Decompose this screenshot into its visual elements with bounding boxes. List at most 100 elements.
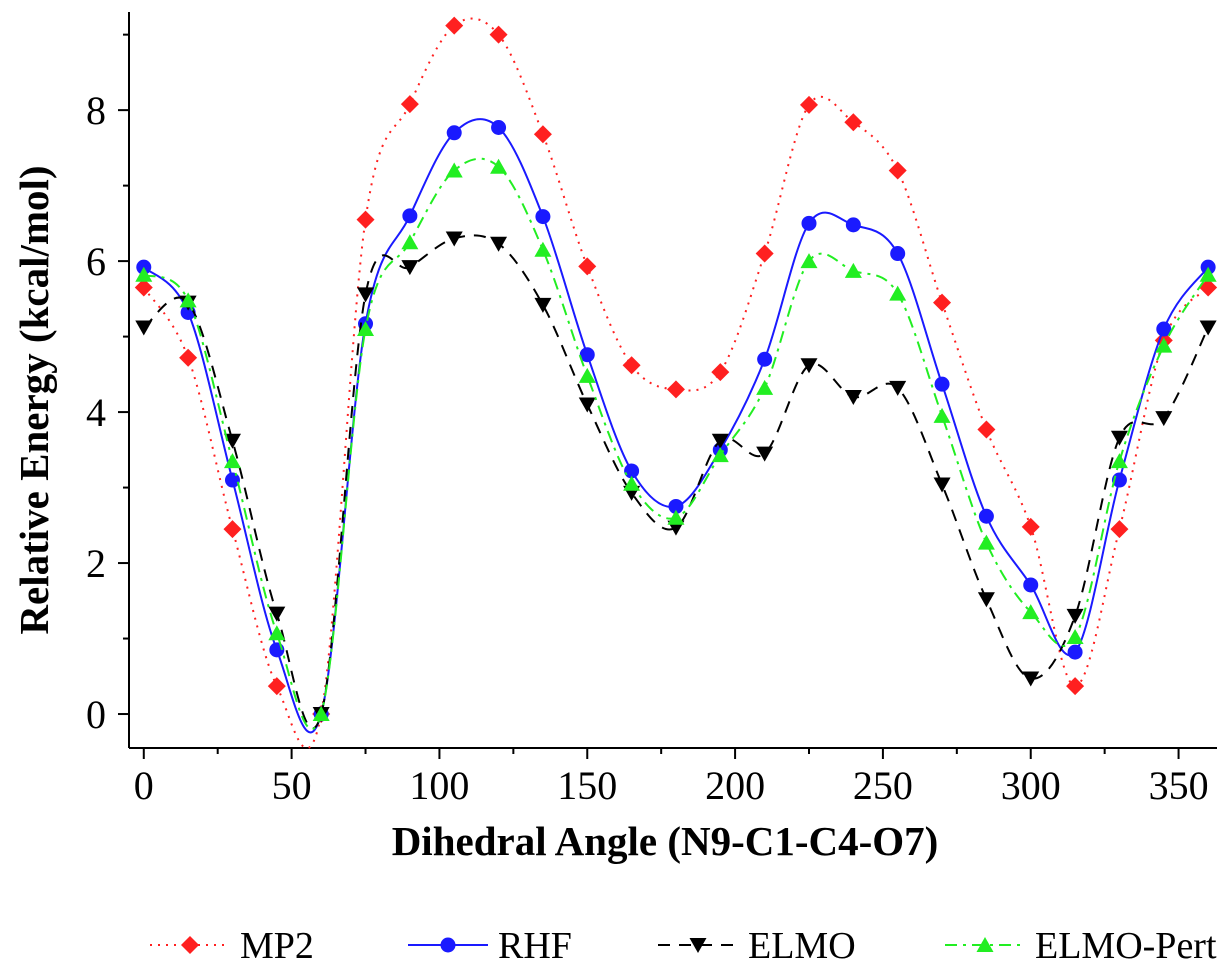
data-point-mp2 — [400, 95, 419, 114]
data-point-mp2 — [489, 25, 508, 44]
y-tick-label: 6 — [86, 239, 106, 284]
data-point-elmo — [1199, 320, 1217, 336]
data-point-mp2 — [622, 356, 641, 375]
data-point-rhf — [402, 208, 418, 224]
data-point-elmo — [711, 433, 729, 449]
series-line-rhf — [143, 118, 1209, 734]
data-point-elmo — [1110, 430, 1128, 446]
data-point-elmo-pert — [1066, 629, 1084, 645]
data-point-elmo — [490, 236, 508, 252]
legend-swatch-marker — [181, 936, 199, 954]
legend: MP2 RHF ELMO ELMO-Pert — [150, 925, 1217, 967]
data-point-elmo-pert — [933, 407, 951, 423]
data-point-elmo-pert — [135, 266, 153, 282]
y-tick-label: 8 — [86, 88, 106, 133]
legend-swatch-marker — [440, 937, 456, 953]
data-point-elmo — [445, 231, 463, 247]
series-rhf — [136, 118, 1216, 734]
data-point-mp2 — [933, 293, 952, 312]
data-point-elmo — [357, 287, 375, 303]
data-point-rhf — [1023, 577, 1039, 593]
data-point-elmo-pert — [800, 253, 818, 269]
tick-labels-layer: 0 50 100 150 200 250 300 350 0 2 4 6 8 — [86, 88, 1209, 808]
data-point-elmo-pert — [268, 625, 286, 641]
legend-item-elmo-pert: ELMO-Pert — [945, 925, 1217, 967]
x-tick-label: 100 — [409, 763, 469, 808]
series-mp2 — [134, 16, 1218, 749]
data-point-elmo-pert — [179, 292, 197, 308]
y-axis-title: Relative Energy (kcal/mol) — [11, 165, 57, 634]
data-point-mp2 — [533, 125, 552, 144]
data-point-rhf — [934, 376, 950, 392]
data-point-elmo-pert — [578, 367, 596, 383]
data-point-elmo-pert — [756, 379, 774, 395]
data-point-elmo-pert — [1155, 337, 1173, 353]
data-point-mp2 — [1066, 677, 1085, 696]
data-point-elmo-pert — [490, 158, 508, 174]
data-point-mp2 — [445, 16, 464, 35]
x-tick-label: 150 — [557, 763, 617, 808]
series-layer — [134, 16, 1218, 749]
data-point-mp2 — [223, 520, 242, 539]
data-point-elmo-pert — [312, 706, 330, 722]
data-point-mp2 — [179, 348, 198, 367]
data-point-elmo — [800, 358, 818, 374]
data-point-elmo — [534, 297, 552, 313]
data-point-rhf — [579, 347, 595, 363]
data-point-elmo — [578, 397, 596, 413]
data-point-elmo — [401, 260, 419, 276]
legend-label: ELMO — [748, 925, 856, 967]
legend-swatch-marker — [689, 938, 707, 953]
data-point-elmo-pert — [445, 162, 463, 178]
data-point-rhf — [890, 246, 906, 262]
data-point-rhf — [1067, 644, 1083, 660]
data-point-elmo-pert — [223, 453, 241, 469]
data-point-elmo — [135, 320, 153, 336]
legend-item-mp2: MP2 — [150, 925, 314, 967]
data-point-rhf — [757, 351, 773, 367]
data-point-rhf — [491, 119, 507, 135]
data-point-elmo — [844, 389, 862, 405]
data-point-elmo-pert — [623, 475, 641, 491]
data-point-mp2 — [1021, 517, 1040, 536]
data-point-mp2 — [356, 210, 375, 229]
x-tick-label: 50 — [272, 763, 312, 808]
data-point-elmo-pert — [1110, 453, 1128, 469]
data-point-elmo-pert — [534, 241, 552, 257]
data-point-rhf — [624, 463, 640, 479]
data-point-mp2 — [844, 113, 863, 132]
data-point-rhf — [668, 498, 684, 514]
series-elmo-pert — [135, 157, 1217, 731]
data-point-elmo — [1066, 608, 1084, 624]
data-point-mp2 — [888, 161, 907, 180]
data-point-rhf — [1156, 321, 1172, 337]
data-point-rhf — [801, 215, 817, 231]
data-point-rhf — [224, 472, 240, 488]
data-point-mp2 — [977, 420, 996, 439]
legend-label: MP2 — [240, 925, 314, 967]
data-point-mp2 — [1110, 520, 1129, 539]
data-point-elmo — [223, 433, 241, 449]
x-tick-label: 250 — [853, 763, 913, 808]
x-tick-label: 0 — [134, 763, 154, 808]
data-point-mp2 — [578, 257, 597, 276]
data-point-elmo — [1155, 411, 1173, 427]
x-axis-title: Dihedral Angle (N9-C1-C4-O7) — [392, 818, 939, 864]
data-point-mp2 — [711, 363, 730, 382]
data-point-elmo — [756, 446, 774, 462]
data-point-elmo-pert — [711, 447, 729, 463]
series-line-elmo — [143, 234, 1210, 730]
legend-item-elmo: ELMO — [658, 925, 856, 967]
legend-item-rhf: RHF — [408, 925, 572, 967]
data-point-mp2 — [267, 677, 286, 696]
y-tick-label: 2 — [86, 541, 106, 586]
data-point-elmo-pert — [1199, 266, 1217, 282]
data-point-rhf — [535, 209, 551, 225]
x-tick-label: 300 — [1001, 763, 1061, 808]
data-point-elmo — [933, 477, 951, 493]
data-point-rhf — [446, 125, 462, 141]
data-point-mp2 — [666, 380, 685, 399]
legend-label: RHF — [498, 925, 572, 967]
data-point-elmo-pert — [1022, 604, 1040, 620]
